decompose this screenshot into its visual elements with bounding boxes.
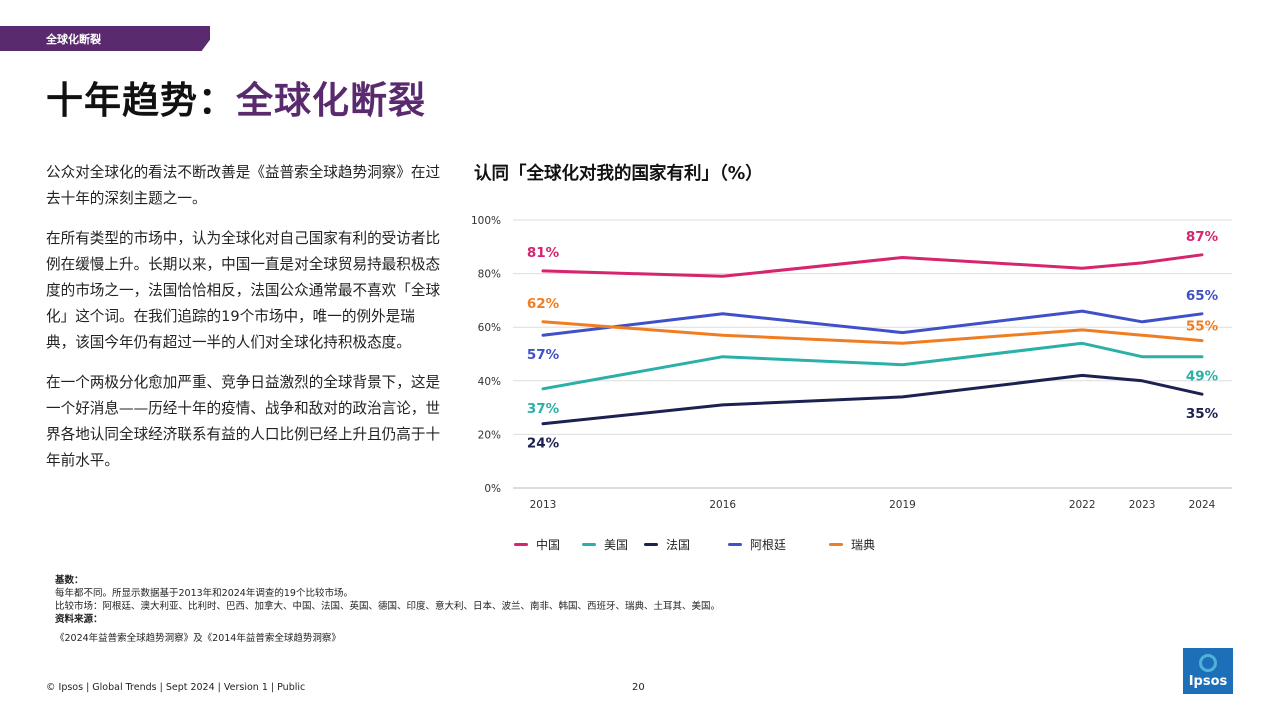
end-data-label: 35% [1186,406,1219,422]
source-text: 《2024年益普索全球趋势洞察》及《2014年益普索全球趋势洞察》 [55,633,341,644]
series-line-法国 [541,373,1204,426]
line-chart: 0% 20% 40% 60% 80% 100% 2013 2016 2019 2022 2023 20… [471,215,1232,511]
legend-swatch [728,542,742,546]
series-line-中国 [541,253,1204,278]
end-data-label: 87% [1186,229,1219,245]
page-title: 十年趋势：全球化断裂 [46,70,426,124]
legend-label: 法国 [666,537,691,552]
base-label: 基数： [55,575,84,586]
chart-title: 认同「全球化对我的国家有利」（%） [474,164,763,184]
base-text: 每年都不同。所显示数据基于2013年和2024年调查的19个比较市场。 [55,588,353,599]
footnotes: 基数： 每年都不同。所显示数据基于2013年和2024年调查的19个比较市场。 … [55,574,720,645]
source-label: 资料来源： [55,614,103,625]
section-tag-label: 全球化断裂 [46,33,101,46]
body-paragraph-3: 在一个两极分化愈加严重、竞争日益激烈的全球背景下，这是一个好消息——历经十年的疫… [46,374,441,469]
y-tick-label: 80% [478,269,501,281]
start-data-label: 24% [527,436,560,452]
x-tick-label: 2016 [709,499,736,511]
x-tick-label: 2019 [889,499,916,511]
series-line-阿根廷 [541,309,1204,337]
ipsos-logo: Ipsos [1183,648,1233,694]
legend-swatch [582,542,596,546]
footer-copyright: © Ipsos | Global Trends | Sept 2024 | Ve… [46,682,306,693]
body-text: 公众对全球化的看法不断改善是《益普索全球趋势洞察》在过去十年的深刻主题之一。 在… [46,160,442,488]
y-tick-label: 0% [484,483,501,495]
start-data-label: 62% [527,296,560,312]
legend-label: 阿根廷 [750,537,787,552]
comparison-markets: 比较市场：阿根廷、澳大利亚、比利时、巴西、加拿大、中国、法国、英国、德国、印度、… [55,601,721,612]
start-data-label: 81% [527,245,560,261]
legend-label: 中国 [536,537,561,552]
legend-item: 阿根廷 [728,535,829,553]
logo-text: Ipsos [1188,674,1228,689]
legend-label: 美国 [604,537,629,552]
x-tick-label: 2022 [1069,499,1096,511]
series-line-瑞典 [541,320,1204,345]
legend-swatch [644,542,658,546]
x-tick-label: 2023 [1129,499,1156,511]
y-tick-label: 100% [471,215,501,227]
legend-swatch [829,542,843,546]
start-data-label: 57% [527,347,560,363]
legend-item: 美国 [582,535,644,553]
legend-swatch [514,542,528,546]
page-number: 20 [632,682,645,693]
chart-legend: 中国 美国 法国 阿根廷 瑞典 [514,535,889,553]
logo-mark-icon [1199,654,1217,672]
page-title-accent: 全球化断裂 [236,79,426,122]
legend-item: 中国 [514,535,582,553]
legend-item: 瑞典 [829,535,889,553]
legend-label: 瑞典 [851,537,876,552]
series-line-美国 [541,341,1204,391]
x-tick-label: 2024 [1189,499,1216,511]
start-data-label: 37% [527,401,560,417]
body-paragraph-2: 在所有类型的市场中，认为全球化对自己国家有利的受访者比例在缓慢上升。长期以来，中… [46,230,441,351]
y-tick-label: 60% [478,322,501,334]
y-tick-label: 40% [478,376,501,388]
page-title-main: 十年趋势： [46,79,236,122]
end-data-label: 49% [1186,369,1219,385]
x-tick-label: 2013 [530,499,557,511]
legend-item: 法国 [644,535,728,553]
end-data-label: 55% [1186,319,1219,335]
y-tick-label: 20% [478,429,501,441]
section-tag: 全球化断裂 [0,26,210,51]
body-paragraph-1: 公众对全球化的看法不断改善是《益普索全球趋势洞察》在过去十年的深刻主题之一。 [46,164,441,207]
end-data-label: 65% [1186,288,1219,304]
